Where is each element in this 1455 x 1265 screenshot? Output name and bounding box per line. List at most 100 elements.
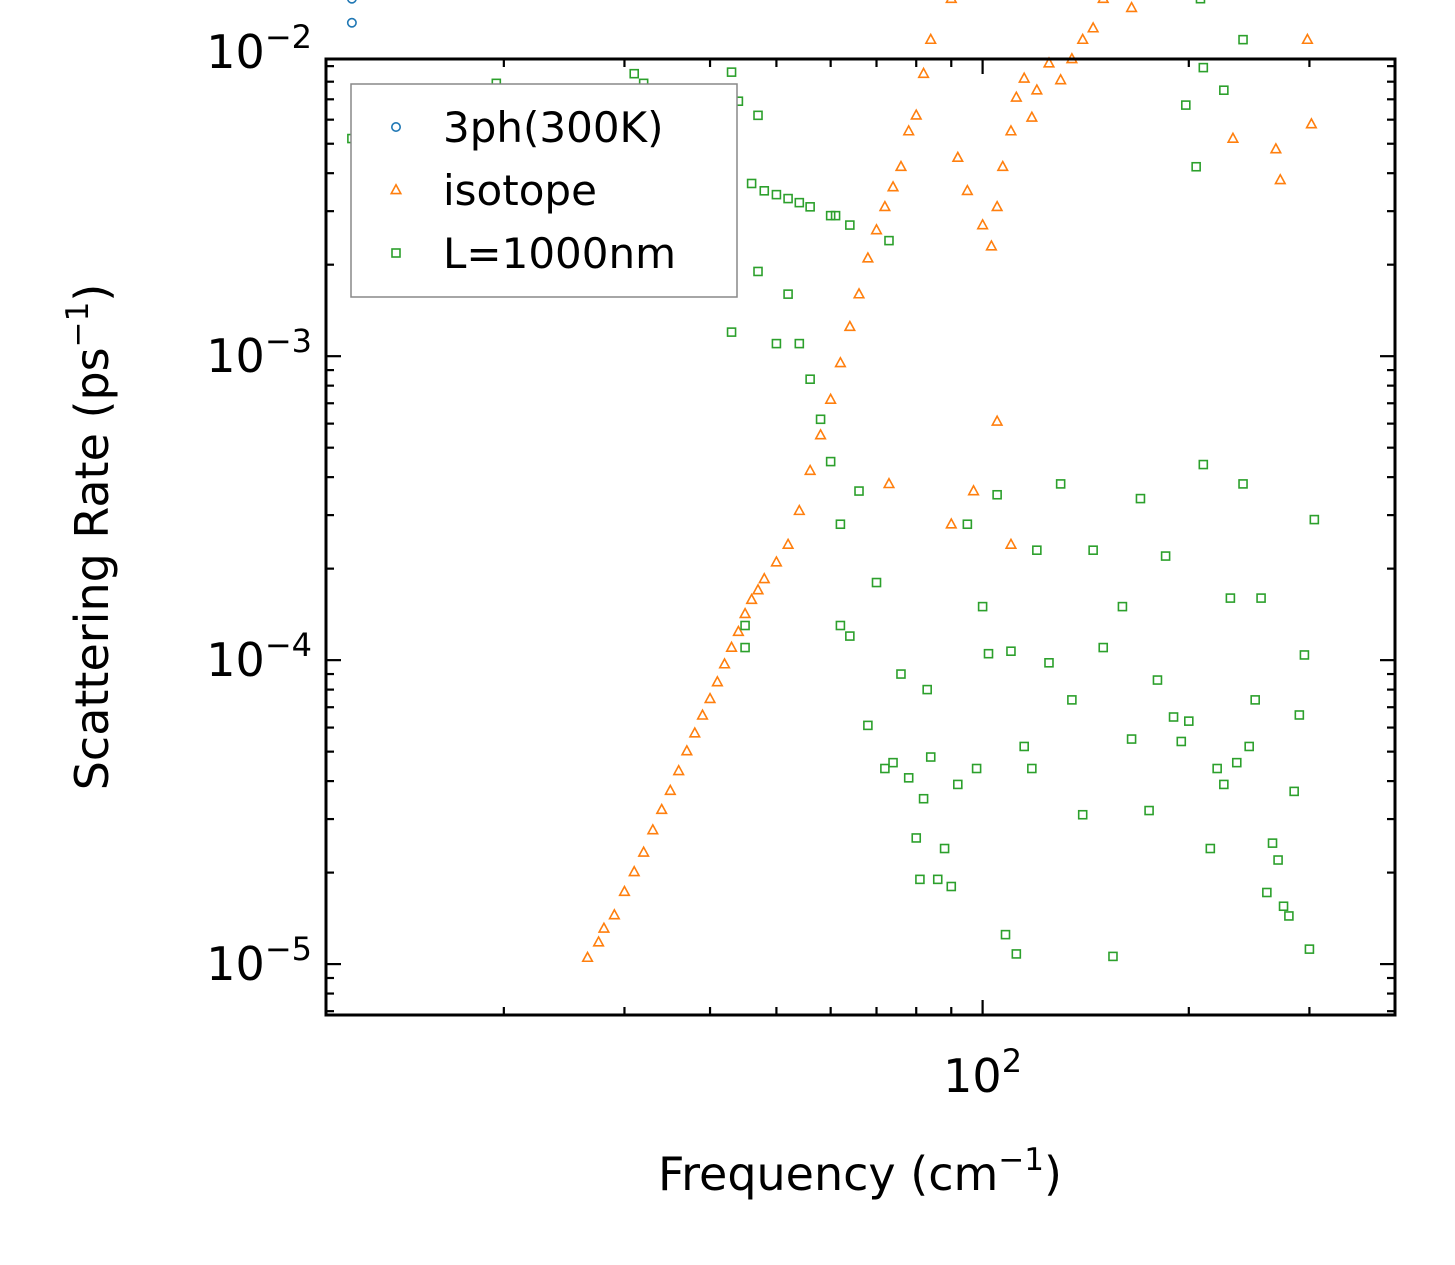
data-point bbox=[1273, 855, 1283, 865]
legend-label-1: isotope bbox=[443, 166, 597, 215]
data-point bbox=[1027, 763, 1037, 774]
data-point bbox=[1219, 85, 1229, 96]
data-point bbox=[918, 793, 929, 804]
data-point bbox=[347, 0, 357, 4]
x-axis-label: Frequency (cm−1) bbox=[658, 1142, 1062, 1201]
data-point bbox=[845, 631, 855, 641]
data-point bbox=[1010, 90, 1023, 102]
data-point bbox=[1205, 843, 1216, 854]
data-point bbox=[1250, 695, 1260, 705]
data-point bbox=[834, 356, 847, 368]
data-point bbox=[1304, 944, 1315, 954]
data-point bbox=[1018, 71, 1031, 83]
data-point bbox=[1004, 537, 1018, 549]
data-point bbox=[1126, 734, 1137, 744]
data-point bbox=[1269, 142, 1283, 154]
data-point bbox=[1198, 62, 1209, 73]
data-point bbox=[751, 583, 765, 595]
data-point bbox=[1274, 173, 1287, 185]
data-point bbox=[1168, 712, 1179, 722]
legend: 3ph(300K) isotope L=1000nm bbox=[350, 83, 738, 298]
data-point bbox=[726, 327, 737, 337]
data-point bbox=[917, 66, 930, 79]
data-point bbox=[902, 124, 915, 136]
data-point bbox=[629, 68, 640, 79]
data-point bbox=[843, 319, 856, 332]
data-point bbox=[962, 519, 973, 530]
data-point bbox=[726, 67, 737, 77]
data-point bbox=[1135, 493, 1146, 504]
data-point bbox=[753, 110, 763, 121]
data-point bbox=[618, 884, 631, 897]
data-point bbox=[664, 783, 677, 796]
data-point bbox=[854, 486, 864, 496]
data-point bbox=[581, 950, 594, 963]
data-point bbox=[915, 874, 925, 885]
data-point bbox=[1301, 32, 1314, 45]
legend-label-0: 3ph(300K) bbox=[443, 103, 663, 152]
data-point bbox=[1305, 117, 1318, 129]
data-point bbox=[803, 463, 817, 476]
data-point bbox=[740, 642, 750, 653]
y-tick-label: 10−4 bbox=[206, 626, 312, 687]
data-point bbox=[1195, 0, 1206, 4]
data-point bbox=[1219, 779, 1229, 790]
data-point bbox=[794, 197, 805, 208]
data-point bbox=[1032, 545, 1042, 555]
data-point bbox=[646, 823, 659, 835]
data-point bbox=[781, 537, 795, 549]
data-point bbox=[996, 159, 1009, 172]
series-0 bbox=[346, 0, 357, 28]
data-point bbox=[759, 186, 770, 196]
data-point bbox=[1117, 601, 1128, 612]
legend-label-2: L=1000nm bbox=[443, 229, 676, 278]
data-point bbox=[680, 744, 693, 756]
data-point bbox=[346, 17, 357, 28]
data-point bbox=[1309, 514, 1320, 525]
data-point bbox=[732, 624, 745, 637]
data-point bbox=[884, 235, 894, 246]
data-point bbox=[945, 517, 958, 529]
data-point bbox=[672, 764, 685, 776]
data-point bbox=[740, 620, 750, 631]
data-point bbox=[597, 921, 611, 933]
data-point bbox=[1042, 56, 1056, 68]
data-point bbox=[825, 210, 836, 221]
data-point bbox=[1238, 479, 1248, 489]
data-point bbox=[1025, 110, 1038, 122]
data-point bbox=[1244, 741, 1254, 752]
data-point bbox=[1212, 763, 1222, 774]
ticks-layer: 10−510−410−310−210−1100102 bbox=[206, 18, 1397, 1103]
data-point bbox=[1006, 646, 1016, 657]
data-point bbox=[971, 763, 982, 774]
data-point bbox=[1294, 710, 1305, 720]
data-point bbox=[1088, 545, 1098, 555]
data-point bbox=[655, 802, 668, 815]
data-point bbox=[985, 239, 998, 251]
y-tick-label: 10−2 bbox=[206, 18, 312, 79]
data-point bbox=[1289, 786, 1299, 797]
data-point bbox=[608, 908, 621, 920]
legend-box bbox=[350, 83, 738, 298]
data-marks-layer bbox=[346, 0, 1320, 963]
data-point bbox=[870, 223, 883, 235]
data-point bbox=[886, 180, 900, 192]
data-point bbox=[1198, 459, 1209, 470]
data-point bbox=[1019, 741, 1029, 752]
data-point bbox=[939, 843, 950, 854]
data-point bbox=[1231, 757, 1242, 768]
data-point bbox=[1144, 805, 1154, 816]
data-point bbox=[882, 477, 896, 489]
data-point bbox=[1098, 642, 1109, 653]
data-point bbox=[1267, 838, 1278, 848]
data-point bbox=[861, 251, 875, 263]
data-point bbox=[1000, 929, 1011, 940]
data-point bbox=[815, 414, 826, 425]
data-point bbox=[1176, 736, 1187, 747]
data-point bbox=[703, 691, 717, 704]
y-tick-label: 10−5 bbox=[206, 930, 312, 991]
data-point bbox=[1108, 951, 1118, 962]
data-point bbox=[1181, 100, 1191, 110]
data-point bbox=[771, 338, 782, 349]
